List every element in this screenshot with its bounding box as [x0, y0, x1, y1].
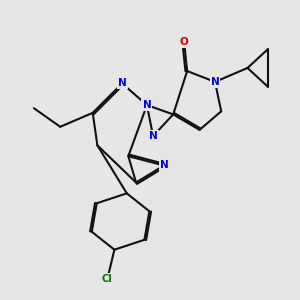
- Text: N: N: [149, 131, 158, 141]
- Text: N: N: [211, 77, 219, 87]
- Text: Cl: Cl: [102, 274, 112, 284]
- Text: N: N: [118, 78, 127, 88]
- Text: N: N: [142, 100, 151, 110]
- Text: O: O: [180, 37, 188, 46]
- Text: N: N: [160, 160, 168, 170]
